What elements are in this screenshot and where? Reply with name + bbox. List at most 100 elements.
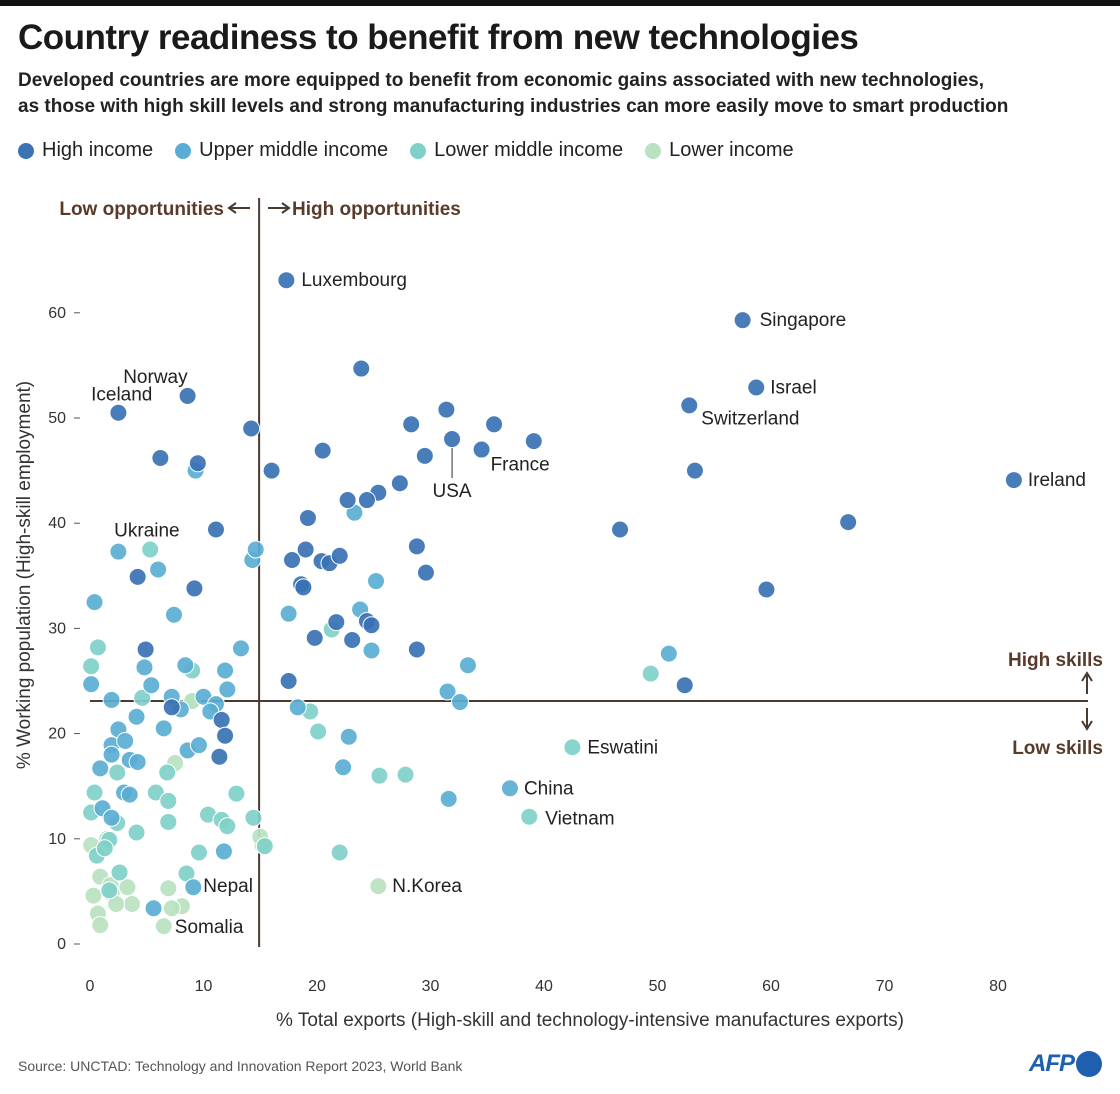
data-point — [108, 763, 127, 782]
point-label: China — [524, 778, 574, 799]
data-point — [369, 877, 388, 896]
data-point — [159, 791, 178, 810]
data-point — [279, 604, 298, 623]
data-point — [82, 675, 101, 694]
data-point — [451, 693, 470, 712]
data-point — [415, 446, 434, 465]
data-point — [390, 474, 409, 493]
legend-swatch — [410, 142, 427, 159]
data-point — [95, 839, 114, 858]
y-tick-label: 40 — [48, 515, 66, 532]
data-point — [334, 758, 353, 777]
source-note: Source: UNCTAD: Technology and Innovatio… — [18, 1058, 463, 1074]
x-tick-label: 80 — [989, 978, 1007, 995]
data-point — [747, 378, 766, 397]
up-arrow-icon — [1081, 671, 1093, 694]
data-point — [128, 567, 147, 586]
point-label: USA — [433, 481, 472, 502]
x-tick-label: 70 — [876, 978, 894, 995]
data-point — [438, 682, 457, 701]
data-point — [116, 731, 135, 750]
data-point — [231, 639, 250, 658]
point-label: Luxembourg — [301, 270, 407, 291]
legend: High income Upper middle income Lower mi… — [18, 139, 794, 162]
data-point — [214, 842, 233, 861]
data-point — [685, 461, 704, 480]
y-tick-label: 30 — [48, 620, 66, 637]
data-point — [437, 400, 456, 419]
subtitle-line: as those with high skill levels and stro… — [18, 96, 1009, 117]
y-tick-label: 0 — [57, 936, 66, 953]
data-point — [839, 513, 858, 532]
top-bar — [0, 0, 1120, 6]
data-point — [218, 680, 237, 699]
point-label: N.Korea — [392, 876, 462, 897]
data-point — [362, 616, 381, 635]
left-arrow-icon — [227, 202, 250, 214]
y-tick-label: 50 — [48, 410, 66, 427]
data-point — [184, 878, 203, 897]
data-point — [227, 784, 246, 803]
low-skills-label: Low skills — [1012, 738, 1103, 759]
data-point — [210, 747, 229, 766]
data-point — [149, 560, 168, 579]
data-point — [680, 396, 699, 415]
data-point — [439, 789, 458, 808]
point-label: Israel — [770, 377, 816, 398]
data-point — [102, 690, 121, 709]
data-point — [91, 759, 110, 778]
data-point — [246, 540, 265, 559]
data-point — [136, 640, 155, 659]
data-point — [142, 676, 161, 695]
data-point — [85, 783, 104, 802]
point-label: Ireland — [1028, 470, 1086, 491]
data-point — [733, 311, 752, 330]
data-point — [118, 878, 137, 897]
data-point — [296, 540, 315, 559]
point-label: Singapore — [760, 310, 847, 331]
legend-label: High income — [42, 139, 154, 161]
x-tick-label: 20 — [308, 978, 326, 995]
point-label: Switzerland — [701, 408, 799, 429]
legend-item-upper-middle-income: Upper middle income — [175, 139, 388, 162]
legend-swatch — [175, 142, 192, 159]
data-point — [370, 766, 389, 785]
data-point — [206, 520, 225, 539]
point-label: Ukraine — [114, 521, 179, 542]
data-point — [262, 461, 281, 480]
afp-logo: AFP — [1029, 1050, 1102, 1078]
y-tick-label: 20 — [48, 726, 66, 743]
data-point — [357, 491, 376, 510]
x-axis-label: % Total exports (High-skill and technolo… — [276, 1010, 904, 1031]
y-tick-label: 60 — [48, 305, 66, 322]
data-point — [122, 895, 141, 914]
data-point — [339, 727, 358, 746]
y-axis-label: % Working population (High-skill employm… — [14, 381, 35, 769]
legend-swatch — [645, 142, 662, 159]
data-point — [288, 698, 307, 717]
data-point — [396, 765, 415, 784]
data-point — [500, 779, 519, 798]
data-point — [472, 440, 491, 459]
x-tick-label: 60 — [762, 978, 780, 995]
data-point — [162, 899, 181, 918]
x-tick-label: 10 — [195, 978, 213, 995]
data-point — [85, 593, 104, 612]
data-point — [279, 672, 298, 690]
data-point — [407, 537, 426, 556]
legend-item-high-income: High income — [18, 139, 153, 162]
data-point — [330, 546, 349, 565]
data-point — [102, 745, 121, 764]
data-point — [255, 837, 274, 856]
data-point — [443, 430, 462, 449]
data-point — [277, 271, 296, 290]
legend-label: Lower middle income — [434, 139, 624, 161]
data-point — [611, 520, 630, 539]
data-point — [298, 508, 317, 527]
data-point — [162, 698, 181, 717]
data-point — [154, 917, 173, 936]
data-point — [133, 688, 152, 707]
point-label: Norway — [123, 367, 188, 388]
high-opportunities-label: High opportunities — [292, 199, 461, 220]
